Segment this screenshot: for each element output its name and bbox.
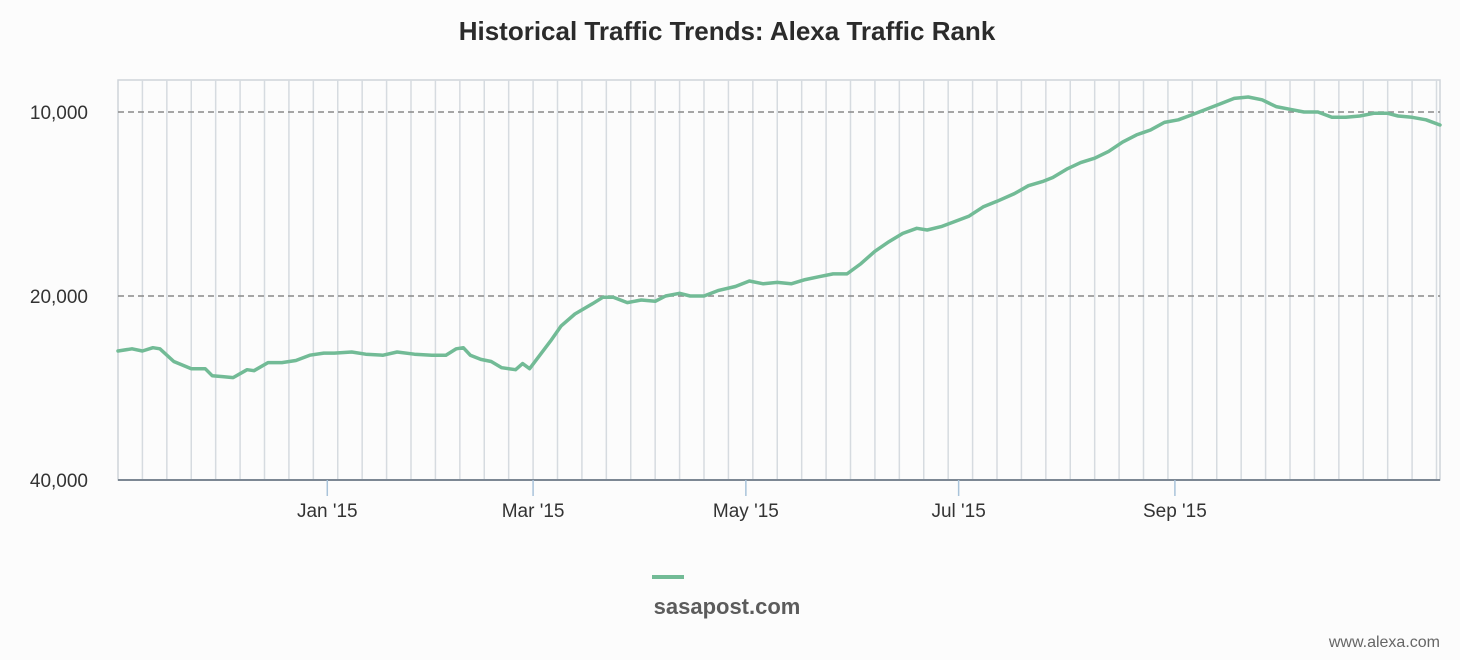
x-tick-label: Mar '15: [502, 501, 565, 522]
legend-swatch[interactable]: [652, 575, 684, 579]
chart-title: Historical Traffic Trends: Alexa Traffic…: [458, 16, 996, 46]
x-tick-label: May '15: [713, 501, 779, 522]
y-tick-label: 40,000: [30, 471, 88, 492]
x-tick-label: Jan '15: [297, 501, 358, 522]
axis-layer: 10,000 20,000 40,000 Jan '15 Mar '15 May '15 J…: [30, 103, 1440, 522]
series-line: [116, 95, 1442, 380]
legend-label[interactable]: sasapost.com: [653, 594, 801, 619]
series-layer: [116, 95, 1442, 380]
y-tick-label: 20,000: [30, 287, 88, 308]
grid-layer: [117, 79, 1441, 481]
credit-text: www.alexa.com: [1328, 634, 1440, 651]
x-tick-label: Jul '15: [931, 501, 985, 522]
x-tick-label: Sep '15: [1143, 501, 1207, 522]
y-tick-label: 10,000: [30, 103, 88, 124]
